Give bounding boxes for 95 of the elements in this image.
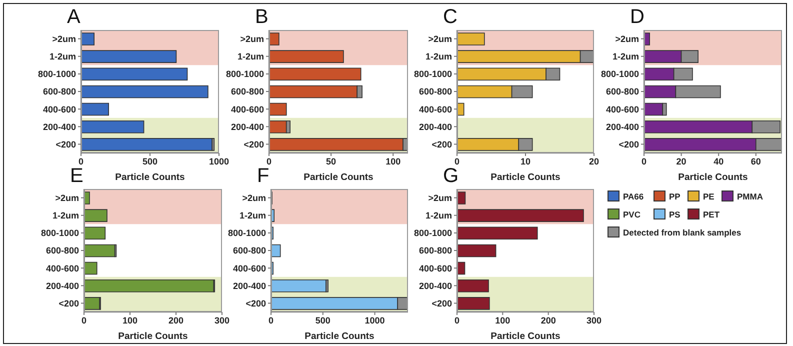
y-tick-label: 800-1000 (40, 228, 79, 238)
x-tick-label: 20 (676, 156, 686, 166)
x-axis-title: Particle Counts (490, 331, 560, 342)
x-tick-label: 500 (315, 315, 330, 326)
x-tick-label: 100 (386, 156, 401, 166)
legend-label: PS (669, 210, 681, 220)
y-tick-label: >2um (615, 34, 639, 44)
y-tick-label: 1-2um (239, 210, 266, 221)
y-tick-label: 200-400 (606, 122, 639, 132)
x-tick-label: 100 (122, 315, 138, 326)
y-tick-label: 1-2um (425, 52, 452, 62)
y-tick-label: >2um (240, 34, 264, 44)
chart-title: B (255, 6, 268, 28)
y-tick-label: 600-800 (418, 246, 452, 256)
y-tick-label: <200 (56, 139, 76, 150)
chart-title: A (67, 6, 80, 28)
chart-title: C (443, 6, 458, 28)
y-tick-label: 800-1000 (600, 69, 639, 80)
x-tick-label: 300 (586, 315, 602, 326)
x-axis-title: Particle Counts (678, 172, 748, 183)
x-tick-label: 200 (540, 315, 556, 326)
y-tick-label: <200 (432, 298, 452, 308)
y-tick-label: 400-600 (418, 263, 452, 274)
chart-title: E (70, 165, 84, 187)
x-axis-title: Particle Counts (304, 331, 374, 342)
y-tick-label: 600-800 (418, 86, 452, 97)
y-tick-label: 800-1000 (414, 228, 452, 238)
y-tick-label: 600-800 (230, 86, 264, 97)
text: PMMA (737, 192, 763, 202)
x-axis-title: Particle Counts (118, 331, 188, 342)
y-tick-label: >2um (55, 192, 79, 203)
legend-label: PA66 (623, 192, 644, 202)
legend-label: Detected from blank samples (623, 228, 742, 238)
text: PVC (623, 210, 640, 220)
x-tick-label: 100 (495, 315, 510, 326)
x-axis-title: Particle Counts (115, 172, 185, 183)
y-tick-label: <200 (618, 139, 639, 150)
text: PE (703, 192, 715, 202)
y-tick-label: 400-600 (418, 104, 452, 114)
x-tick-label: 40 (714, 156, 724, 166)
chart-title: G (443, 165, 459, 187)
y-tick-label: 800-1000 (414, 69, 452, 80)
y-tick-label: 200-400 (46, 280, 79, 291)
x-tick-label: 200 (168, 315, 184, 326)
y-tick-label: 400-600 (46, 263, 79, 274)
y-tick-label: 1-2um (237, 52, 264, 62)
y-tick-label: 200-400 (418, 122, 452, 132)
y-tick-label: >2um (242, 192, 266, 203)
y-tick-label: 600-800 (232, 246, 266, 256)
y-tick-label: <200 (58, 298, 79, 308)
y-tick-label: <200 (432, 139, 452, 150)
x-tick-label: 0 (454, 315, 460, 326)
y-tick-label: 1-2um (52, 210, 79, 221)
x-tick-label: 300 (214, 315, 230, 326)
y-tick-label: 800-1000 (38, 69, 76, 80)
x-tick-label: 1000 (208, 156, 230, 166)
y-tick-label: <200 (246, 298, 266, 308)
y-tick-label: 600-800 (42, 86, 76, 97)
chart-title: F (257, 165, 270, 187)
x-tick-label: 50 (326, 156, 336, 166)
y-tick-label: 200-400 (230, 122, 264, 132)
y-tick-label: 400-600 (232, 263, 266, 274)
y-tick-label: 200-400 (232, 280, 266, 291)
x-tick-label: 0 (641, 156, 647, 166)
y-tick-label: >2um (428, 192, 452, 203)
y-tick-label: 800-1000 (226, 69, 264, 80)
text: PP (669, 192, 681, 202)
y-tick-label: 800-1000 (228, 228, 266, 238)
x-axis-title: Particle Counts (490, 172, 560, 183)
y-tick-label: >2um (428, 34, 452, 44)
x-tick-label: 10 (520, 156, 531, 166)
x-tick-label: 1000 (364, 315, 385, 326)
x-tick-label: 0 (266, 156, 272, 166)
y-tick-label: 1-2um (612, 52, 639, 62)
x-tick-label: 500 (142, 156, 158, 166)
chart-title: D (630, 6, 644, 28)
x-tick-label: 0 (78, 156, 84, 166)
legend-label: PET (703, 210, 720, 220)
y-tick-label: 400-600 (230, 104, 264, 114)
x-tick-label: 20 (588, 156, 600, 166)
y-tick-label: >2um (52, 34, 76, 44)
y-tick-label: 600-800 (606, 86, 639, 97)
x-tick-label: 0 (454, 156, 460, 166)
y-tick-label: <200 (244, 139, 264, 150)
y-tick-label: 600-800 (46, 246, 79, 256)
x-tick-label: 60 (750, 156, 761, 166)
x-axis-title: Particle Counts (304, 172, 374, 183)
y-tick-label: 400-600 (606, 104, 639, 114)
x-tick-label: 0 (268, 315, 274, 326)
y-tick-label: 400-600 (42, 104, 76, 114)
y-tick-label: 1-2um (49, 52, 76, 62)
y-tick-label: 1-2um (425, 210, 452, 221)
y-tick-label: 200-400 (418, 280, 452, 291)
x-tick-label: 0 (81, 315, 87, 326)
y-tick-label: 200-400 (42, 122, 76, 132)
